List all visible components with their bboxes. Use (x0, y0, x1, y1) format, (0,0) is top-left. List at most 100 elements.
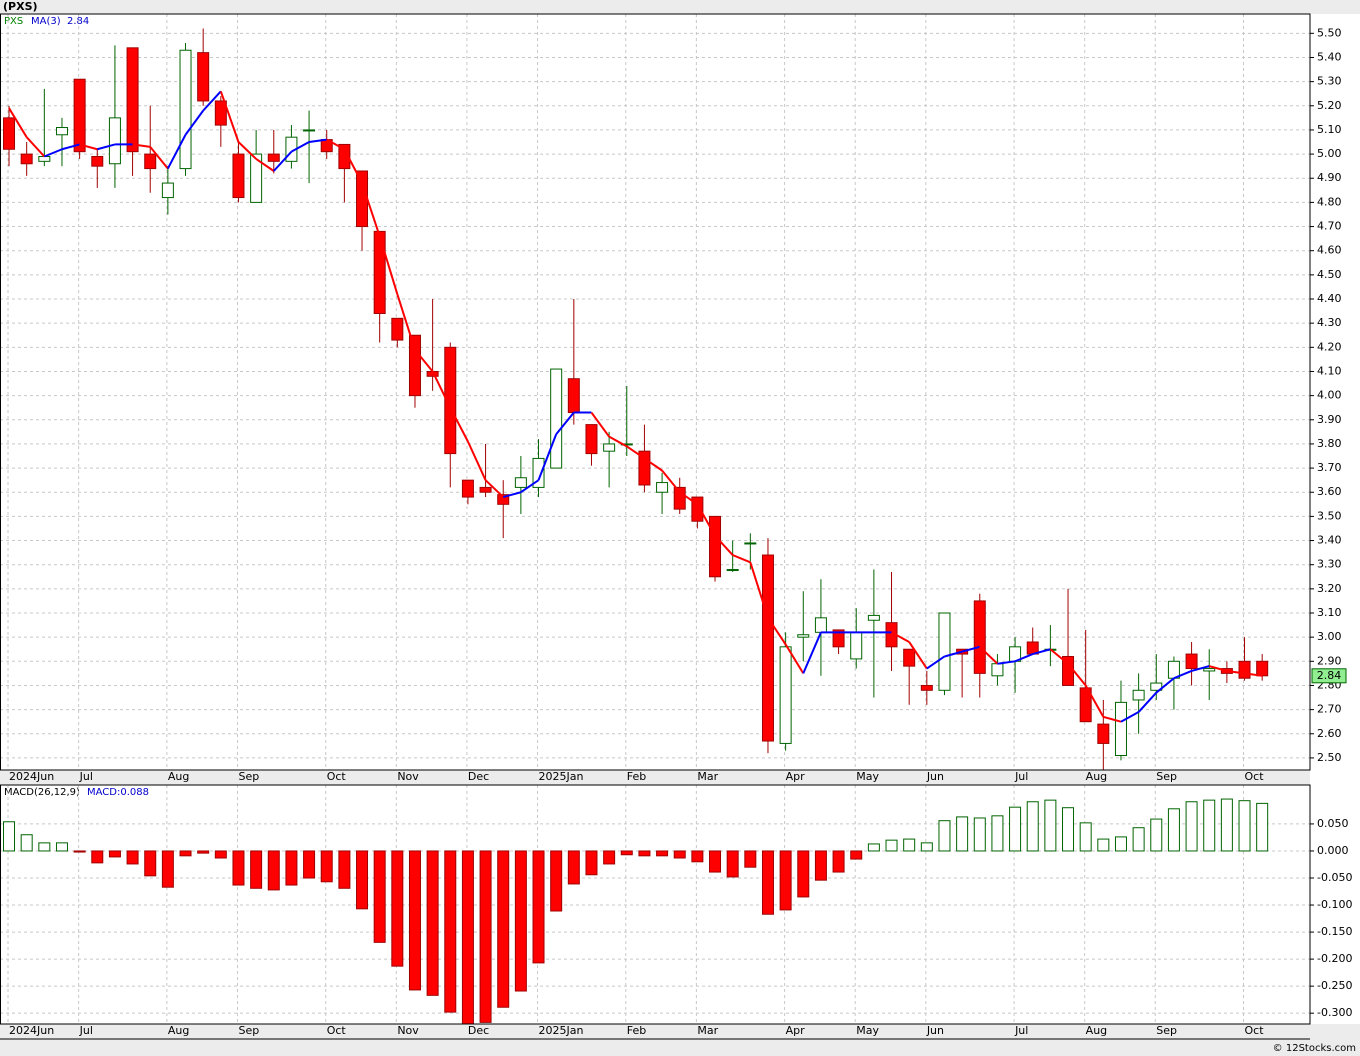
x-tick-label: Oct (327, 1024, 347, 1037)
macd-bar (179, 850, 192, 857)
macd-bar (656, 850, 669, 857)
ma-line (149, 146, 169, 170)
ma-line (891, 631, 910, 643)
ma-line (132, 143, 151, 148)
x-tick-label: May (856, 770, 879, 783)
y-tick-label: -0.100 (1317, 898, 1352, 911)
macd-bar (20, 834, 33, 852)
x-tick-label: Sep (238, 770, 259, 783)
ma-line (184, 110, 204, 136)
candle-body (656, 482, 669, 493)
macd-bar (232, 850, 245, 886)
ma-line (97, 143, 116, 151)
macd-bar (1185, 801, 1198, 852)
macd-bar (850, 850, 863, 860)
macd-bar (303, 850, 316, 879)
macd-bar (867, 843, 880, 852)
macd-bar (903, 838, 916, 852)
candle-body (550, 368, 563, 469)
ma-line (1032, 648, 1051, 656)
candle-body (920, 684, 933, 691)
candle-body (461, 479, 474, 498)
x-tick-label: Aug (1086, 1024, 1107, 1037)
macd-bar (726, 850, 739, 878)
y-tick-label: 3.80 (1317, 437, 1342, 450)
candle-body (373, 230, 386, 315)
macd-bar (956, 816, 969, 852)
candle-body (1203, 668, 1216, 672)
x-tick-label: Jul (1014, 1024, 1028, 1037)
x-tick-label: Mar (697, 770, 718, 783)
macd-bar (250, 850, 263, 889)
axis-area (1310, 14, 1360, 1024)
y-tick-label: -0.300 (1317, 1006, 1352, 1019)
x-tick-label: Oct (1245, 770, 1265, 783)
ma-line (643, 457, 663, 472)
macd-bar (285, 850, 298, 886)
ma-line (537, 433, 558, 481)
x-tick-label: Aug (1086, 770, 1107, 783)
macd-bar (761, 850, 774, 915)
y-tick-label: 2.60 (1317, 727, 1342, 740)
macd-bar (1220, 798, 1233, 852)
candle-body (444, 346, 457, 455)
y-tick-label: 3.60 (1317, 485, 1342, 498)
macd-bar (920, 842, 933, 852)
candle-body (161, 182, 174, 199)
x-tick-label: 2024Jun (9, 770, 54, 783)
macd-bar (1079, 822, 1092, 852)
macd-bar (832, 850, 845, 873)
macd-bar (214, 850, 227, 859)
macd-bar (144, 850, 157, 877)
ma-line (43, 148, 63, 158)
y-tick-label: 3.00 (1317, 630, 1342, 643)
macd-bar (1167, 808, 1180, 852)
candle-body (779, 646, 792, 744)
x-tick-label: May (856, 1024, 879, 1037)
macd-bar (567, 850, 580, 885)
candle-body (673, 486, 686, 510)
macd-bar (108, 850, 121, 858)
x-tick-label: Aug (168, 1024, 189, 1037)
y-tick-label: 5.20 (1317, 99, 1342, 112)
macd-bar (585, 850, 598, 876)
x-tick-label: Sep (1156, 770, 1177, 783)
macd-bar (1044, 799, 1057, 852)
y-tick-label: 4.60 (1317, 244, 1342, 257)
candle-body (3, 117, 16, 150)
x-tick-label: Feb (627, 1024, 646, 1037)
candle-body (938, 612, 951, 691)
macd-bar (444, 850, 457, 1013)
macd-bar (197, 850, 210, 854)
ma-line (555, 411, 575, 435)
y-tick-label: -0.250 (1317, 979, 1352, 992)
price-panel (0, 14, 1310, 770)
candle-body (532, 457, 545, 488)
candle-body (338, 143, 351, 170)
candle-body (108, 117, 121, 165)
candle-body (55, 127, 68, 136)
macd-bar (691, 850, 704, 863)
macd-bar (1238, 800, 1251, 852)
macd-bar (885, 839, 898, 852)
ma-line (784, 643, 805, 674)
ma-line (1067, 663, 1087, 687)
candle-body (726, 569, 739, 572)
ma-line (802, 631, 822, 674)
ma-line (767, 617, 787, 645)
macd-bar (461, 850, 474, 1025)
y-tick-label: 4.90 (1317, 171, 1342, 184)
y-tick-label: 4.30 (1317, 316, 1342, 329)
candle-body (691, 496, 704, 522)
candle-body (567, 378, 580, 414)
candle-body (867, 614, 880, 621)
chart-title: (PXS) (3, 0, 38, 13)
candle-body (1097, 723, 1110, 744)
candle-body (250, 153, 263, 203)
x-tick-label: Jul (79, 770, 93, 783)
candle-body (91, 156, 104, 167)
macd-bar (603, 850, 616, 865)
ma-line (1120, 711, 1140, 723)
ma-line (1155, 677, 1175, 694)
